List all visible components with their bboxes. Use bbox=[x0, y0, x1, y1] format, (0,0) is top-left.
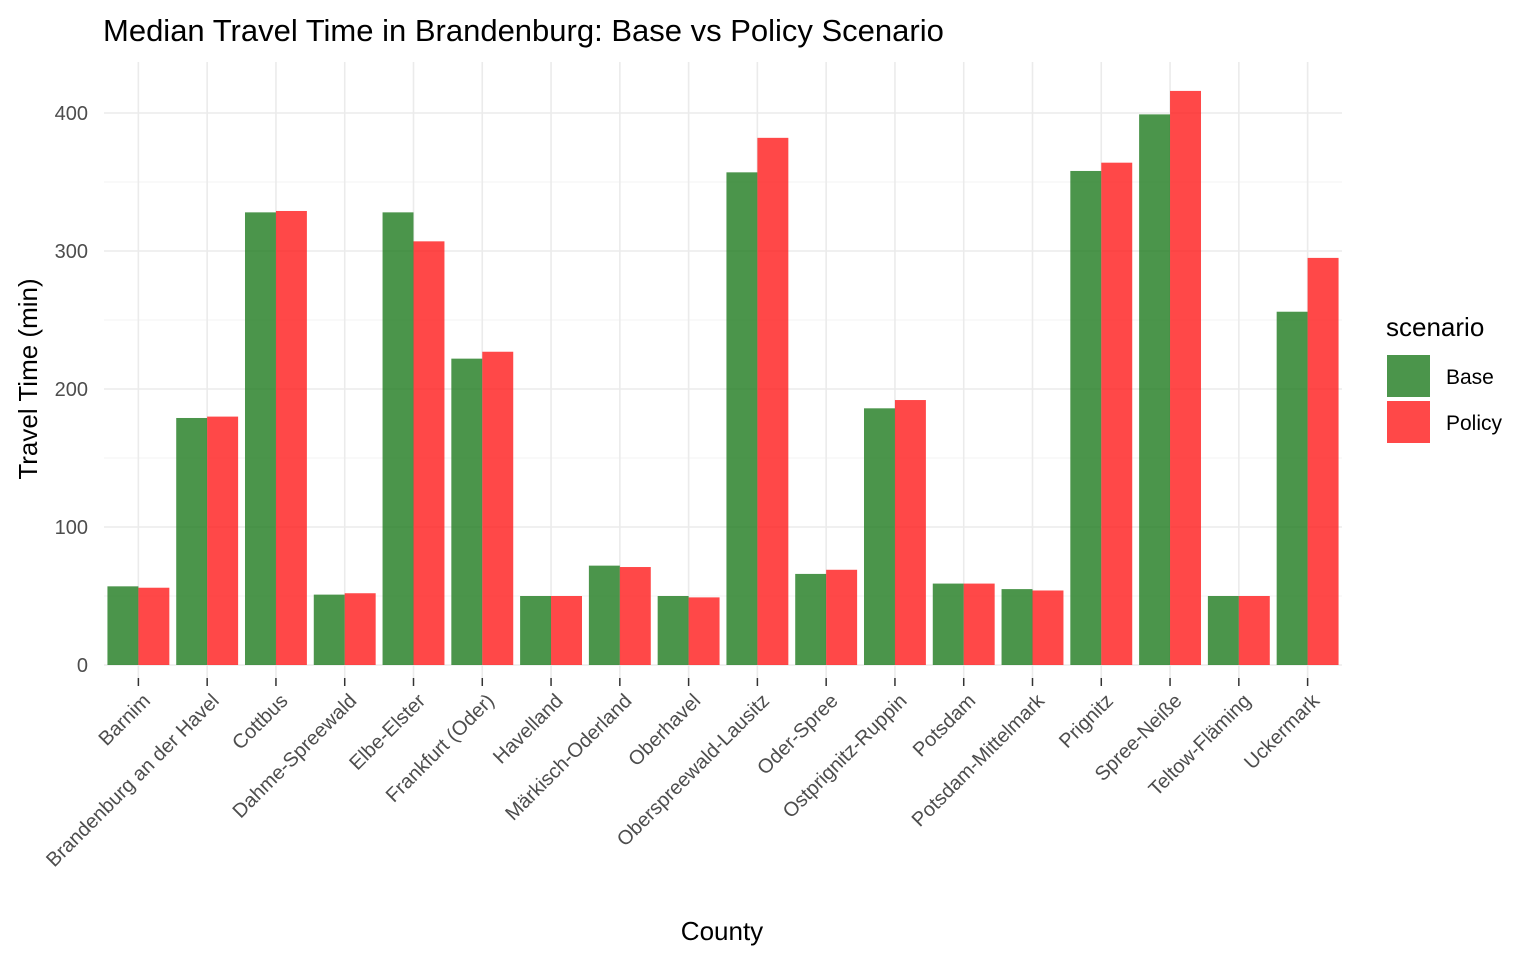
bar-base bbox=[520, 596, 552, 665]
bar-policy bbox=[963, 583, 995, 665]
bar-base bbox=[313, 594, 345, 665]
bar-policy bbox=[551, 596, 583, 665]
bar-policy bbox=[275, 210, 307, 666]
bar-base bbox=[1207, 596, 1239, 665]
x-axis-title: County bbox=[681, 916, 763, 946]
x-tick-label: Potsdam bbox=[909, 690, 980, 761]
legend-label-base: Base bbox=[1446, 366, 1494, 389]
x-tick-label: Potsdam-Mittelmark bbox=[908, 689, 1050, 831]
legend-title: scenario bbox=[1386, 312, 1484, 342]
bar-policy bbox=[1307, 257, 1339, 665]
y-tick-label: 100 bbox=[55, 517, 88, 539]
bar-base bbox=[588, 565, 620, 665]
bar-policy bbox=[757, 137, 789, 666]
legend: scenario Base Policy bbox=[1386, 312, 1503, 443]
bar-policy bbox=[207, 416, 239, 665]
legend-label-policy: Policy bbox=[1446, 412, 1503, 435]
x-tick-label: Barnim bbox=[95, 690, 155, 750]
bar-base bbox=[932, 583, 964, 665]
bar-policy bbox=[826, 569, 858, 665]
bar-base bbox=[382, 212, 414, 666]
bar-base bbox=[451, 358, 483, 665]
bar-policy bbox=[894, 400, 926, 665]
bar-policy bbox=[619, 567, 651, 665]
bar-policy bbox=[482, 351, 514, 665]
y-tick-label: 300 bbox=[55, 241, 88, 263]
legend-key-base bbox=[1387, 355, 1430, 397]
y-axis-title: Travel Time (min) bbox=[13, 278, 43, 479]
x-tick-label: Dahme-Spreewald bbox=[229, 690, 362, 823]
bar-policy bbox=[138, 587, 170, 665]
bar-base bbox=[107, 586, 139, 665]
bar-base bbox=[726, 172, 758, 665]
bar-policy bbox=[1032, 590, 1064, 665]
bar-base bbox=[176, 417, 208, 665]
bar-base bbox=[244, 212, 276, 666]
bar-base bbox=[657, 596, 689, 665]
y-tick-label: 400 bbox=[55, 103, 88, 125]
chart-title: Median Travel Time in Brandenburg: Base … bbox=[103, 13, 944, 48]
x-tick-label: Ostprignitz-Ruppin bbox=[779, 690, 912, 823]
bar-base bbox=[795, 573, 827, 665]
bar-base bbox=[863, 408, 895, 665]
bar-base bbox=[1070, 170, 1102, 665]
bar-base bbox=[1139, 114, 1171, 665]
bar-base bbox=[1001, 589, 1033, 665]
bar-policy bbox=[1238, 596, 1270, 665]
bar-policy bbox=[1101, 162, 1133, 665]
x-tick-label: Prignitz bbox=[1055, 690, 1118, 753]
bar-policy bbox=[413, 241, 445, 665]
bar-policy bbox=[344, 593, 376, 665]
y-axis: 0 100 200 300 400 bbox=[55, 103, 88, 677]
bar-policy bbox=[1170, 90, 1202, 666]
bar-policy bbox=[688, 597, 720, 665]
bar-base bbox=[1276, 311, 1308, 665]
y-tick-label: 0 bbox=[77, 655, 88, 677]
legend-key-policy bbox=[1387, 401, 1430, 443]
y-tick-label: 200 bbox=[55, 379, 88, 401]
x-tick-label: Cottbus bbox=[228, 690, 292, 754]
x-tick-label: Märkisch-Oderland bbox=[501, 690, 636, 825]
x-tick-label: Uckermark bbox=[1240, 689, 1325, 774]
bars bbox=[107, 90, 1339, 666]
